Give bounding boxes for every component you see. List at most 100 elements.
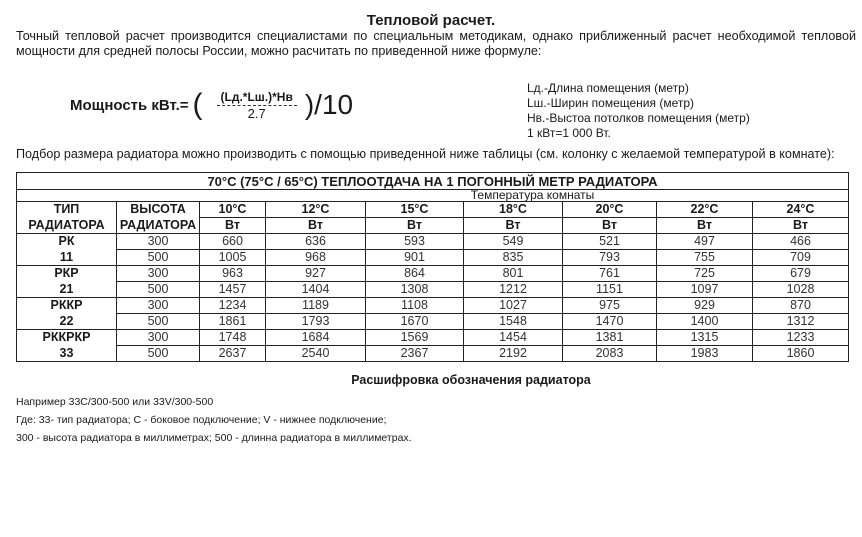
temp-header: 20°C	[562, 201, 657, 218]
decode-line: Где: 33- тип радиатора; C - боковое подк…	[16, 414, 387, 426]
table-row: 11 500 1005 968 901 835 793 755 709	[16, 249, 850, 266]
heat-output: 870	[751, 297, 850, 314]
subtitle-text: Температура комнаты	[470, 188, 595, 202]
formula-tail: )/10	[304, 89, 354, 120]
heat-output: 1028	[751, 281, 850, 298]
formula-fraction: (Lд.*Lш.)*Hв 2.7	[216, 90, 297, 121]
unit-header: Вт	[463, 217, 563, 234]
decode-line: Например 33C/300-500 или 33V/300-500	[16, 396, 214, 408]
heat-output: 1548	[463, 313, 563, 330]
radiator-height: 500	[116, 345, 200, 362]
heat-output: 801	[463, 265, 563, 282]
heat-output: 679	[751, 265, 850, 282]
radiator-height: 300	[116, 265, 200, 282]
heat-output: 1457	[199, 281, 266, 298]
heat-output: 1189	[265, 297, 366, 314]
unit-header: Вт	[751, 217, 850, 234]
heat-output: 593	[365, 233, 464, 250]
power-formula: Мощность кВт.= ( (Lд.*Lш.)*Hв 2.7 )/10	[70, 85, 353, 125]
heat-output: 1308	[365, 281, 464, 298]
radiator-height: 300	[116, 233, 200, 250]
radiator-type: РККРКР	[16, 329, 117, 346]
heat-output: 755	[656, 249, 753, 266]
heat-output: 497	[656, 233, 753, 250]
formula-open-paren: (	[192, 88, 203, 121]
heat-output: 1569	[365, 329, 464, 346]
radiator-type: 22	[16, 313, 117, 330]
legend-item: Lш.-Ширин помещения (метр)	[527, 96, 695, 110]
table-subtitle: Температура комнаты	[15, 188, 850, 202]
heat-output: 660	[199, 233, 266, 250]
heat-output: 1670	[365, 313, 464, 330]
legend-item: 1 кВт=1 000 Вт.	[527, 126, 611, 140]
legend-item: Нв.-Выстоа потолков помещения (метр)	[527, 111, 750, 125]
heat-output: 466	[751, 233, 850, 250]
radiator-height: 300	[116, 297, 200, 314]
table-intro: Подбор размера радиатора можно производи…	[16, 147, 835, 161]
radiator-type: 11	[16, 249, 117, 266]
heat-output: 709	[751, 249, 850, 266]
heat-output: 968	[265, 249, 366, 266]
table-row: РКР 300 963 927 864 801 761 725 679	[16, 265, 850, 282]
intro-paragraph: Точный тепловой расчет производится спец…	[16, 29, 856, 58]
heat-output: 1315	[656, 329, 753, 346]
heat-output: 1151	[562, 281, 657, 298]
table-row: РККРКР 300 1748 1684 1569 1454 1381 1315 1233	[16, 329, 850, 346]
height-header: РАДИАТОРА	[116, 217, 200, 234]
heat-output: 1108	[365, 297, 464, 314]
table-row: РК 300 660 636 593 549 521 497 466	[16, 233, 850, 250]
heat-output: 1400	[656, 313, 753, 330]
unit-header: Вт	[265, 217, 366, 234]
temp-header: 22°C	[656, 201, 753, 218]
heat-output: 2540	[265, 345, 366, 362]
radiator-type: РКР	[16, 265, 117, 282]
radiator-type: РККР	[16, 297, 117, 314]
heat-output: 1860	[751, 345, 850, 362]
table-title: 70°C (75°C / 65°C) ТЕПЛООТДАЧА НА 1 ПОГО…	[15, 172, 850, 190]
table-row: РККР 300 1234 1189 1108 1027 975 929 870	[16, 297, 850, 314]
type-header: РАДИАТОРА	[16, 217, 117, 234]
radiator-height: 500	[116, 249, 200, 266]
heat-output: 835	[463, 249, 563, 266]
heat-output: 521	[562, 233, 657, 250]
heat-output: 975	[562, 297, 657, 314]
unit-header: Вт	[365, 217, 464, 234]
table-row: 22 500 1861 1793 1670 1548 1470 1400 1312	[16, 313, 850, 330]
heat-output: 1983	[656, 345, 753, 362]
temp-header: 18°C	[463, 201, 563, 218]
heat-output: 1454	[463, 329, 563, 346]
heat-output: 1234	[199, 297, 266, 314]
radiator-table: 70°C (75°C / 65°C) ТЕПЛООТДАЧА НА 1 ПОГО…	[15, 172, 850, 362]
heat-output: 901	[365, 249, 464, 266]
formula-denominator: 2.7	[247, 105, 266, 121]
heat-output: 929	[656, 297, 753, 314]
heat-output: 1470	[562, 313, 657, 330]
temp-header: 10°C	[199, 201, 266, 218]
legend-item: Lд.-Длина помещения (метр)	[527, 81, 689, 95]
heat-output: 549	[463, 233, 563, 250]
heat-output: 761	[562, 265, 657, 282]
heat-output: 2083	[562, 345, 657, 362]
heat-output: 2637	[199, 345, 266, 362]
unit-header: Вт	[656, 217, 753, 234]
heat-output: 1005	[199, 249, 266, 266]
heat-output: 1861	[199, 313, 266, 330]
radiator-height: 300	[116, 329, 200, 346]
formula-label: Мощность кВт.=	[70, 96, 189, 114]
temp-header: 12°C	[265, 201, 366, 218]
decode-line: 300 - высота радиатора в миллиметрах; 50…	[16, 432, 412, 444]
heat-output: 963	[199, 265, 266, 282]
unit-header: Вт	[562, 217, 657, 234]
heat-output: 1381	[562, 329, 657, 346]
radiator-height: 500	[116, 281, 200, 298]
heat-output: 1404	[265, 281, 366, 298]
heat-output: 927	[265, 265, 366, 282]
radiator-type: РК	[16, 233, 117, 250]
heat-output: 793	[562, 249, 657, 266]
temp-header: 24°C	[751, 201, 850, 218]
heat-output: 636	[265, 233, 366, 250]
temp-header: 15°C	[365, 201, 464, 218]
height-header: ВЫСОТА	[116, 201, 200, 218]
heat-output: 1748	[199, 329, 266, 346]
heat-output: 1312	[751, 313, 850, 330]
